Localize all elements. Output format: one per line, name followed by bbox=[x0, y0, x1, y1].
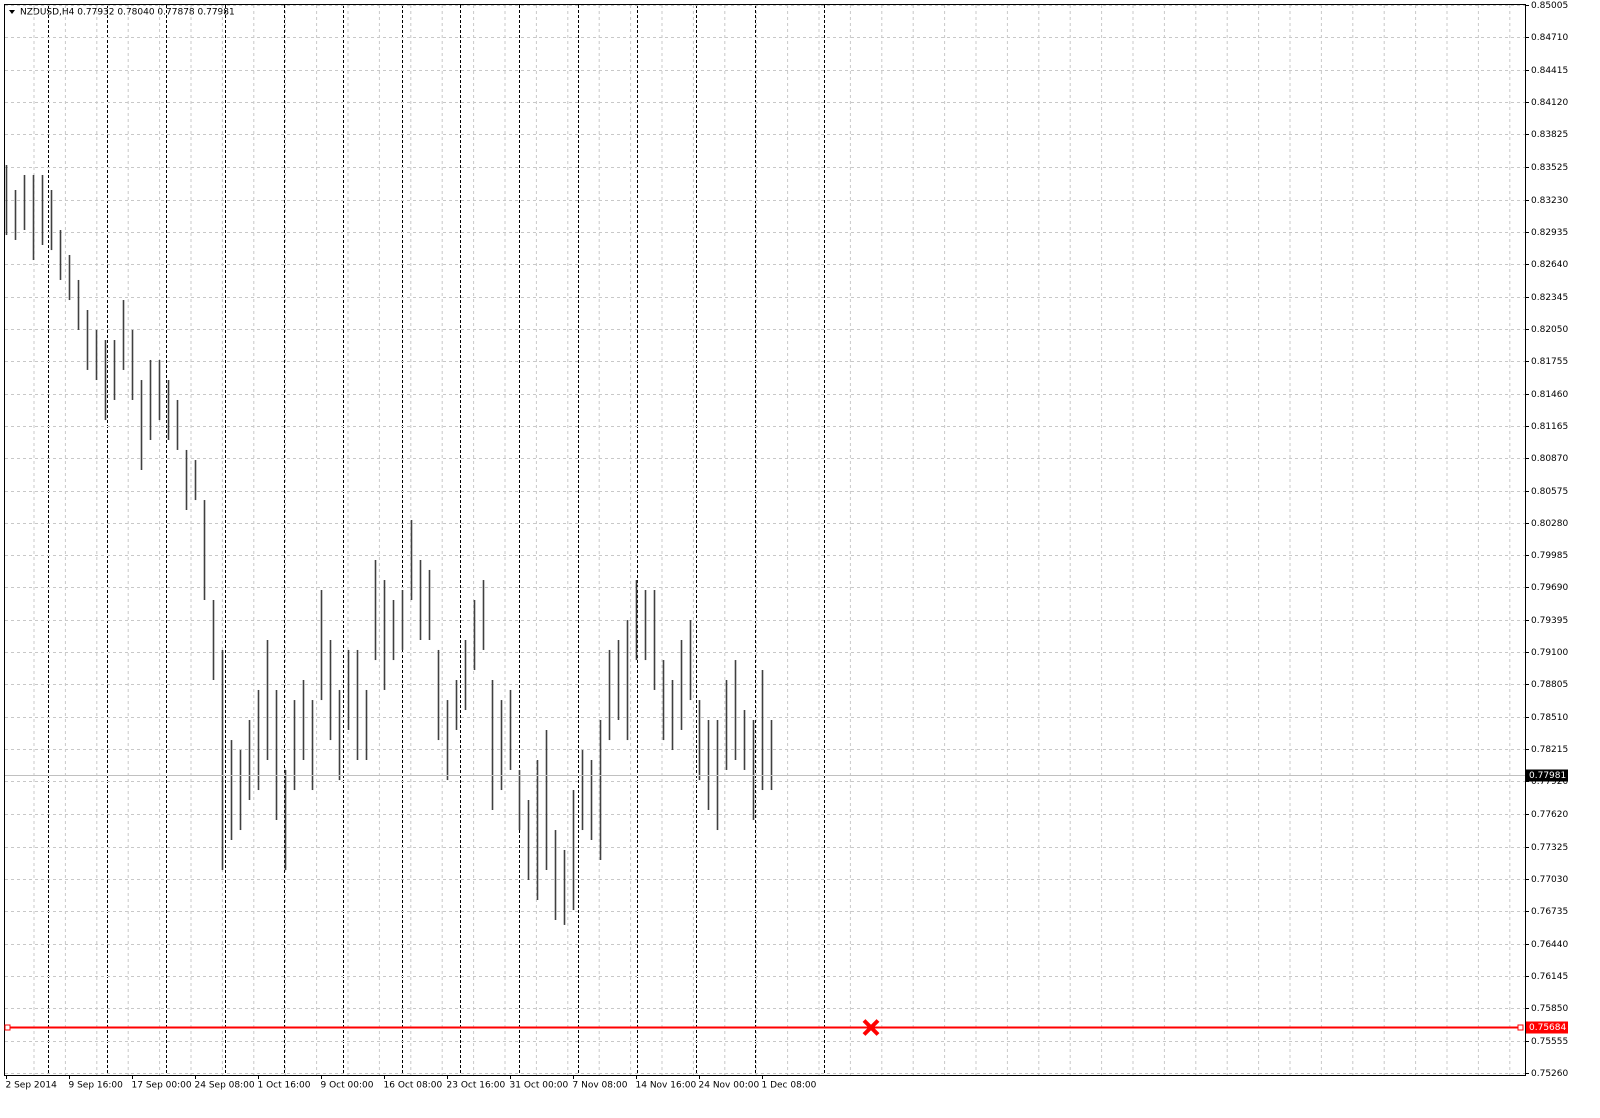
y-tick-label: 0.77030 bbox=[1531, 875, 1568, 885]
plot-frame bbox=[4, 4, 1526, 1076]
y-tick-label: 0.80280 bbox=[1531, 519, 1568, 529]
y-tick-label: 0.82050 bbox=[1531, 325, 1568, 335]
y-tick-label: 0.83825 bbox=[1531, 130, 1568, 140]
x-tick-label: 9 Sep 16:00 bbox=[69, 1081, 124, 1091]
menu-arrow[interactable] bbox=[9, 10, 15, 14]
y-tick-label: 0.77620 bbox=[1531, 810, 1568, 820]
y-tick-label: 0.82640 bbox=[1531, 260, 1568, 270]
y-tick-label: 0.80575 bbox=[1531, 487, 1568, 497]
y-tick-label: 0.76735 bbox=[1531, 907, 1568, 917]
x-tick-label: 24 Sep 08:00 bbox=[195, 1081, 255, 1091]
x-tick-label: 17 Sep 00:00 bbox=[132, 1081, 192, 1091]
x-tick-label: 14 Nov 16:00 bbox=[636, 1081, 697, 1091]
y-tick-label: 0.77920 bbox=[1531, 777, 1568, 787]
y-tick-label: 0.76440 bbox=[1531, 940, 1568, 950]
y-tick-label: 0.83525 bbox=[1531, 163, 1568, 173]
y-tick-label: 0.84710 bbox=[1531, 33, 1568, 43]
x-tick-label: 9 Oct 00:00 bbox=[321, 1081, 374, 1091]
delete-marker[interactable] bbox=[862, 1019, 880, 1036]
y-tick-label: 0.79100 bbox=[1531, 648, 1568, 658]
chart-title: NZDUSD,H4 0.77932 0.78040 0.77878 0.7798… bbox=[20, 8, 235, 18]
y-tick-label: 0.78215 bbox=[1531, 745, 1568, 755]
y-tick-label: 0.85005 bbox=[1531, 1, 1568, 11]
y-tick-label: 0.82345 bbox=[1531, 293, 1568, 303]
price-tag bbox=[1526, 1021, 1568, 1034]
y-tick-label: 0.81460 bbox=[1531, 390, 1568, 400]
x-tick-label: 7 Nov 08:00 bbox=[573, 1081, 628, 1091]
x-tick-label: 16 Oct 08:00 bbox=[384, 1081, 443, 1091]
y-tick-label: 0.84120 bbox=[1531, 98, 1568, 108]
y-tick-label: 0.82935 bbox=[1531, 228, 1568, 238]
line-anchor bbox=[4, 1024, 11, 1031]
y-tick-label: 0.75260 bbox=[1531, 1069, 1568, 1079]
last-price-label: 0.77981 bbox=[1529, 771, 1566, 781]
y-tick-label: 0.81165 bbox=[1531, 422, 1568, 432]
y-tick-label: 0.75850 bbox=[1531, 1004, 1568, 1014]
y-tick-label: 0.75555 bbox=[1531, 1037, 1568, 1047]
x-tick-label: 2 Sep 2014 bbox=[6, 1081, 58, 1091]
y-tick-label: 0.81755 bbox=[1531, 357, 1568, 367]
y-tick-label: 0.79985 bbox=[1531, 551, 1568, 561]
y-tick-label: 0.76145 bbox=[1531, 972, 1568, 982]
y-tick-label: 0.79690 bbox=[1531, 583, 1568, 593]
y-tick-label: 0.78805 bbox=[1531, 680, 1568, 690]
x-tick-label: 31 Oct 00:00 bbox=[510, 1081, 569, 1091]
y-tick-label: 0.79395 bbox=[1531, 616, 1568, 626]
x-tick-label: 23 Oct 16:00 bbox=[447, 1081, 506, 1091]
y-tick-label: 0.78510 bbox=[1531, 713, 1568, 723]
line-anchor bbox=[1517, 1024, 1524, 1031]
y-tick-label: 0.84415 bbox=[1531, 66, 1568, 76]
y-tick-label: 0.83230 bbox=[1531, 196, 1568, 206]
x-tick-label: 24 Nov 00:00 bbox=[699, 1081, 760, 1091]
x-tick-label: 1 Oct 16:00 bbox=[258, 1081, 311, 1091]
y-tick-label: 0.80870 bbox=[1531, 454, 1568, 464]
x-tick-label: 1 Dec 08:00 bbox=[762, 1081, 817, 1091]
price-tag bbox=[1526, 769, 1568, 782]
y-tick-label: 0.77325 bbox=[1531, 843, 1568, 853]
hline-price-label: 0.75684 bbox=[1529, 1023, 1566, 1033]
